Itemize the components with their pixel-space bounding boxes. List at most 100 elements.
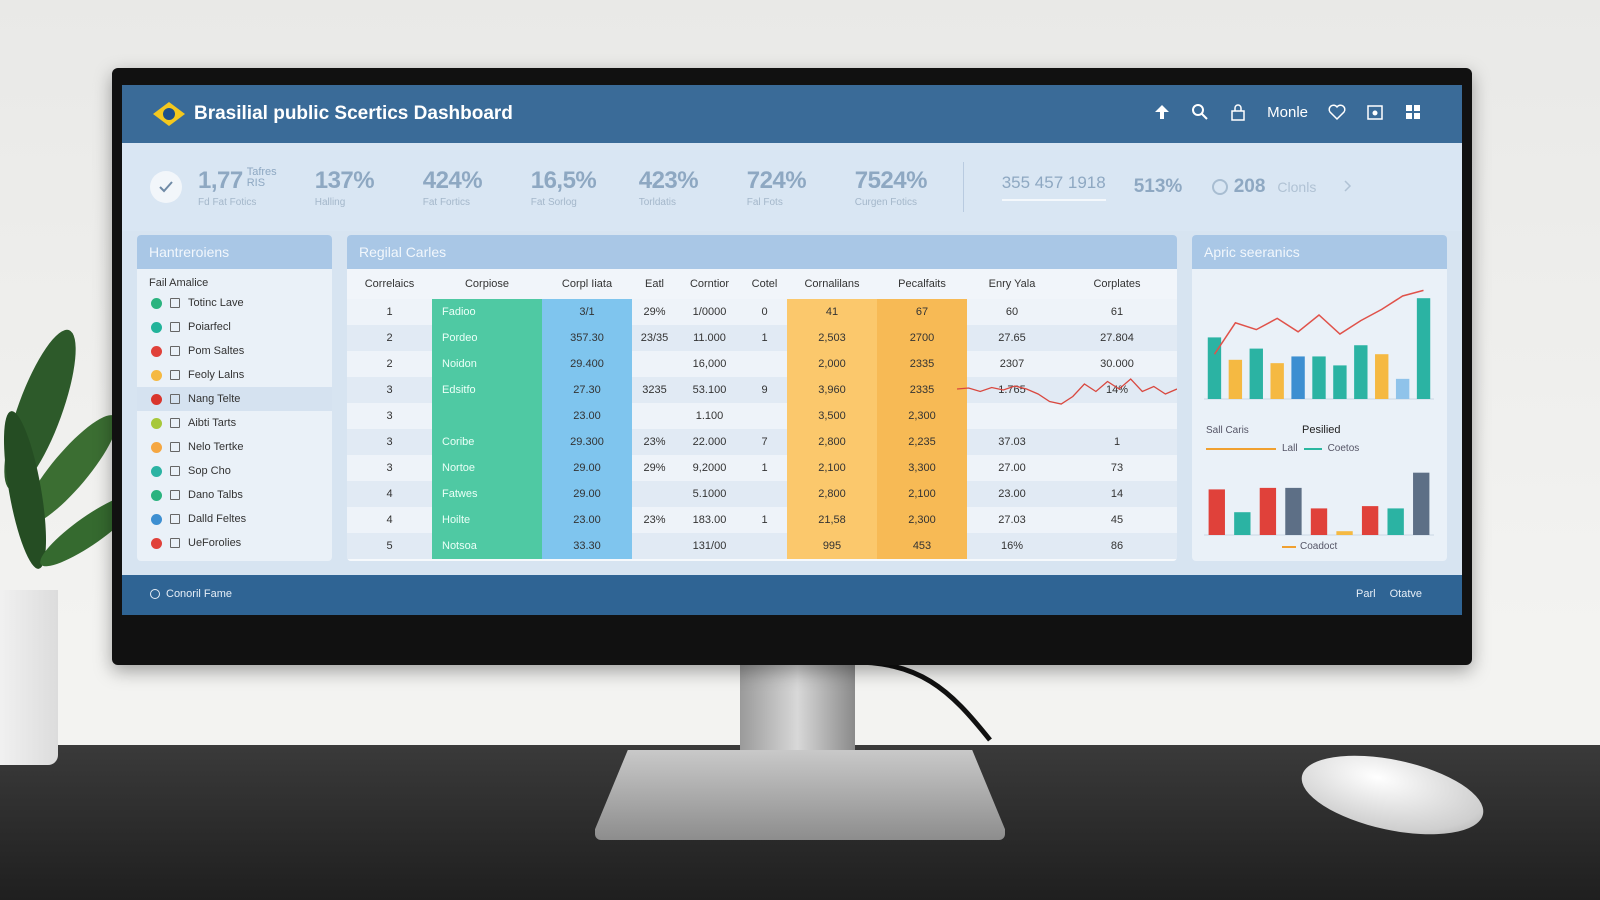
panel-title: Apric seeranics [1192, 235, 1447, 269]
right-panel: Apric seeranics Sall Caris Pesilied Lall… [1192, 235, 1447, 561]
table-cell: 3 [347, 429, 432, 455]
nav-item[interactable]: UeForolies [137, 531, 332, 555]
column-header: Enry Yala [967, 269, 1057, 299]
table-cell: 23.00 [542, 403, 632, 429]
table-cell: 23/35 [632, 325, 677, 351]
bar [1416, 298, 1431, 399]
nav-item[interactable]: Aibti Tarts [137, 411, 332, 435]
nav-item[interactable]: Pom Saltes [137, 339, 332, 363]
kpi: 137% Halling [315, 167, 395, 208]
header-row: Correlaics Corpiose Corpl Iiata Eatl Corntio… [347, 269, 1177, 299]
sparkline-path [957, 378, 1177, 405]
check [159, 181, 173, 193]
item-box [170, 394, 180, 404]
column-header: Corpl Iiata [542, 269, 632, 299]
table-row: 1 Fadioo 3/1 29% 1/0000 0 41 67 60 61 [347, 299, 1177, 325]
table-cell: 23.00 [967, 481, 1057, 507]
table-cell: 11.000 [677, 325, 742, 351]
nav-item[interactable]: Totinc Lave [137, 291, 332, 315]
nav-item[interactable]: Dano Talbs [137, 483, 332, 507]
bar [1375, 354, 1389, 399]
table-cell: 15.3,00 [677, 559, 742, 561]
table-cell: 86 [1057, 533, 1177, 559]
table-cell: Fadioo [432, 299, 542, 325]
nav-item[interactable]: Sop Cho [137, 459, 332, 483]
footer: Conoril Fame Parl Otatve [122, 575, 1462, 615]
item-box [170, 322, 180, 332]
table-cell: 29.300 [542, 429, 632, 455]
footer-link[interactable]: Parl [1356, 588, 1376, 600]
footer-label[interactable]: Conoril Fame [166, 588, 233, 600]
table-cell [742, 403, 787, 429]
table-cell [632, 403, 677, 429]
panel-subtitle: Fail Amalice [149, 277, 209, 289]
kpi-top: 423% [639, 167, 719, 195]
cable [844, 659, 992, 742]
nav-item[interactable]: Poiarfecl [137, 315, 332, 339]
chart-title: Sall Caris [1206, 425, 1249, 436]
bar [1336, 531, 1353, 535]
nav-item[interactable]: Nang Telte [137, 387, 332, 411]
table-cell: 3 [347, 403, 432, 429]
logo [153, 102, 185, 126]
table-cell: 29.400 [542, 351, 632, 377]
table-cell [632, 533, 677, 559]
table-cell: 4 [347, 481, 432, 507]
sparkline [957, 378, 1177, 405]
nav-item[interactable]: Feoly Lalns [137, 363, 332, 387]
nav-item[interactable]: Nelo Tertke [137, 435, 332, 459]
footer-link[interactable]: Otatve [1389, 588, 1422, 600]
item-dot [151, 513, 162, 525]
grid-icon[interactable] [1404, 103, 1422, 121]
kpi-value: 423% [638, 166, 699, 194]
kpi: 16,5% Fat Sorlog [531, 167, 611, 208]
lock-icon[interactable] [1229, 103, 1247, 121]
item-label: Totinc Lave [188, 297, 244, 309]
bar [1234, 512, 1251, 535]
upload-icon[interactable] [1153, 103, 1171, 121]
table-cell: 3 [347, 377, 432, 403]
footer-right: Parl Otatve [1356, 588, 1422, 600]
heart-icon[interactable] [1328, 103, 1346, 121]
calendar-icon[interactable] [1366, 103, 1384, 121]
chevron[interactable] [1344, 179, 1352, 195]
table-cell: 2335 [877, 377, 967, 403]
table-cell: Hoilte [432, 507, 542, 533]
table-row: 3 Edsitfo 27.30 3235 53.100 9 3,960 2335 1.765 14… [347, 377, 1177, 403]
table-cell: 45 [1057, 507, 1177, 533]
table-cell: 27.65 [967, 325, 1057, 351]
table-cell: 53.100 [677, 377, 742, 403]
table-cell: 131/00 [677, 533, 742, 559]
table-cell: 3 [347, 455, 432, 481]
nav-item[interactable]: Dalld Feltes [137, 507, 332, 531]
footer-left[interactable]: Conoril Fame [150, 588, 232, 600]
table-cell: 41 [787, 299, 877, 325]
kpi-top: 424% [423, 167, 503, 195]
kpi-top: 724% [747, 167, 827, 195]
item-dot [151, 465, 162, 477]
item-box [170, 346, 180, 356]
table-row: 2 Noidon 29.400 16,000 2,000 2335 2307 30.000 [347, 351, 1177, 377]
legend-label: Lall [1282, 443, 1298, 454]
bar [1312, 356, 1326, 399]
table-cell: 2 [347, 325, 432, 351]
item-box [170, 538, 180, 548]
nav: Monle [1153, 103, 1422, 121]
bar [1207, 337, 1222, 399]
item-dot [151, 321, 162, 333]
table-cell: 27.03 [967, 507, 1057, 533]
nav-label[interactable]: Monle [1267, 103, 1308, 121]
table-cell: 1/0000 [677, 299, 742, 325]
kpi-unit: Tafres RIS [246, 165, 277, 189]
item-box [170, 514, 180, 524]
chevron-icon[interactable] [1344, 180, 1352, 192]
bar [1354, 345, 1368, 399]
table-cell: 2,235 [877, 429, 967, 455]
column-header: Corpiose [432, 269, 542, 299]
footnote-text: Coadoct [1300, 541, 1338, 552]
table-cell: 33.30 [542, 533, 632, 559]
kpi-label: Torldatis [638, 196, 676, 208]
search-icon[interactable] [1191, 103, 1209, 121]
table-cell: Coribe [432, 429, 542, 455]
item-dot [151, 537, 162, 549]
